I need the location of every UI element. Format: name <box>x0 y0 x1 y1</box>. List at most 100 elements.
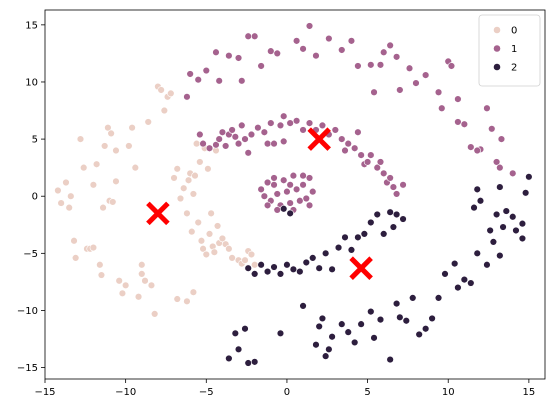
data-point-series-0 <box>96 261 104 269</box>
data-point-series-1 <box>347 37 356 45</box>
data-point-series-2 <box>399 215 407 223</box>
data-point-series-0 <box>180 184 188 192</box>
data-point-series-2 <box>263 267 272 276</box>
points-layer <box>54 22 533 367</box>
data-point-series-2 <box>367 307 375 316</box>
data-point-series-0 <box>189 190 198 198</box>
data-point-series-0 <box>100 142 109 150</box>
data-point-series-0 <box>109 198 117 206</box>
data-point-series-2 <box>312 341 320 349</box>
data-point-series-1 <box>234 54 243 62</box>
data-point-series-2 <box>467 279 475 287</box>
data-point-series-1 <box>276 121 285 130</box>
data-point-series-2 <box>521 189 530 197</box>
data-point-series-2 <box>489 238 498 246</box>
data-point-series-1 <box>305 174 314 182</box>
data-point-series-0 <box>207 209 215 218</box>
data-point-series-1 <box>370 88 378 96</box>
data-point-series-0 <box>107 129 115 138</box>
data-point-series-1 <box>357 151 365 159</box>
data-point-series-0 <box>71 254 80 262</box>
data-point-series-0 <box>97 271 106 279</box>
y-tick-label: −10 <box>17 306 38 317</box>
data-point-series-0 <box>228 254 236 262</box>
data-point-series-0 <box>70 237 78 245</box>
data-point-series-1 <box>254 123 262 132</box>
data-point-series-1 <box>186 70 194 78</box>
data-point-series-2 <box>450 259 459 268</box>
data-point-series-2 <box>321 249 330 258</box>
data-point-series-1 <box>212 48 220 56</box>
data-point-series-0 <box>57 199 65 207</box>
data-point-series-0 <box>157 86 165 94</box>
y-tick-label: 5 <box>32 135 38 146</box>
data-point-series-1 <box>299 126 307 134</box>
legend-label-2: 2 <box>511 63 517 74</box>
data-point-series-2 <box>315 264 323 272</box>
data-point-series-1 <box>286 181 294 189</box>
data-point-series-2 <box>344 328 352 336</box>
data-point-series-1 <box>434 88 443 96</box>
data-point-series-1 <box>196 130 204 139</box>
data-point-series-2 <box>244 264 252 272</box>
data-point-series-1 <box>438 104 446 112</box>
data-point-series-1 <box>341 146 349 155</box>
data-point-series-1 <box>286 119 294 127</box>
data-point-series-1 <box>257 62 265 70</box>
data-point-series-1 <box>473 146 481 155</box>
data-point-series-1 <box>296 197 304 205</box>
data-point-series-2 <box>325 345 333 353</box>
data-point-series-1 <box>447 62 456 70</box>
data-point-series-1 <box>199 139 207 148</box>
data-point-series-1 <box>305 119 314 127</box>
x-tick-label: −10 <box>115 387 136 398</box>
centroid-stroke <box>146 201 170 226</box>
data-point-series-2 <box>470 203 478 212</box>
data-point-series-0 <box>197 237 206 245</box>
data-point-series-1 <box>215 77 223 85</box>
data-point-series-0 <box>112 146 120 155</box>
legend-marker-2 <box>493 63 501 71</box>
data-point-series-1 <box>205 144 214 152</box>
legend-label-1: 1 <box>511 44 517 55</box>
data-point-series-1 <box>280 112 288 120</box>
centroid-marker <box>349 256 373 280</box>
data-point-series-2 <box>392 299 401 308</box>
data-point-series-1 <box>260 192 269 200</box>
x-tick-label: 10 <box>442 387 455 398</box>
legend-marker-1 <box>493 44 501 53</box>
data-point-series-0 <box>121 281 130 290</box>
data-point-series-1 <box>380 48 388 56</box>
x-tick-label: −5 <box>199 387 214 398</box>
data-point-series-1 <box>267 47 275 55</box>
data-point-series-0 <box>188 227 196 236</box>
data-point-series-2 <box>334 243 343 252</box>
data-point-series-2 <box>502 207 510 215</box>
data-point-series-2 <box>473 185 481 194</box>
data-point-series-2 <box>392 210 401 219</box>
data-point-series-2 <box>270 263 278 271</box>
data-point-series-2 <box>338 320 346 328</box>
data-point-series-1 <box>492 158 501 166</box>
data-point-series-0 <box>183 209 191 218</box>
data-point-series-0 <box>65 203 73 212</box>
data-point-series-1 <box>412 79 420 87</box>
data-point-series-1 <box>270 181 278 189</box>
data-point-series-2 <box>492 210 501 219</box>
data-point-series-0 <box>191 171 199 180</box>
data-point-series-0 <box>54 186 62 195</box>
data-point-series-1 <box>509 169 517 178</box>
centroid-marker <box>307 127 331 151</box>
data-point-series-0 <box>89 181 98 189</box>
data-point-series-2 <box>373 210 381 219</box>
data-point-series-1 <box>392 190 401 198</box>
data-point-series-0 <box>210 248 219 256</box>
data-point-series-2 <box>328 333 336 341</box>
data-point-series-2 <box>421 325 430 333</box>
data-point-series-1 <box>399 181 407 189</box>
data-point-series-2 <box>499 223 507 231</box>
data-point-series-2 <box>357 320 365 328</box>
data-point-series-0 <box>170 174 178 182</box>
data-point-series-0 <box>115 277 123 285</box>
